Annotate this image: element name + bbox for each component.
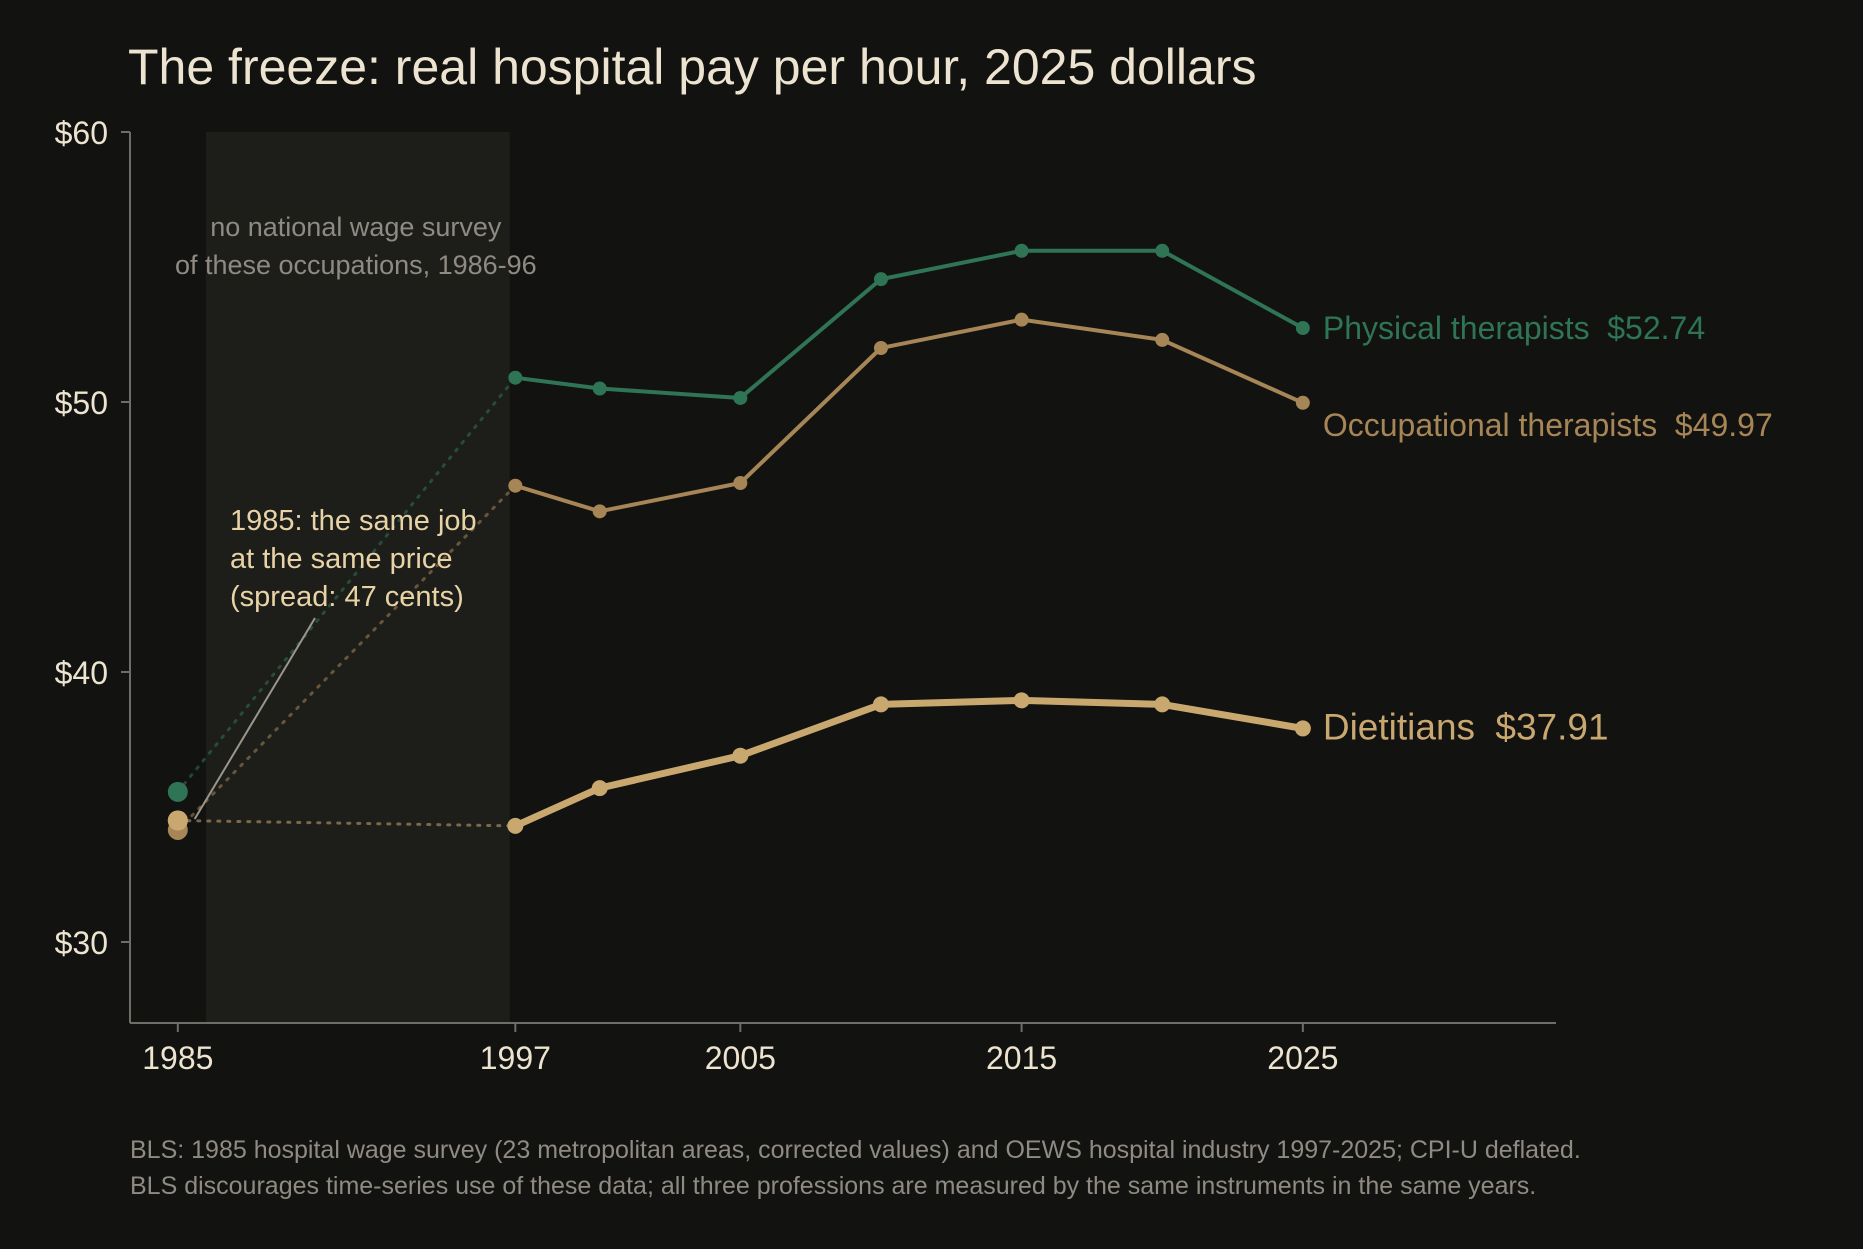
series-layer bbox=[167, 243, 1311, 840]
series-name: Physical therapists bbox=[1323, 310, 1590, 346]
gap-label-line-1: no national wage survey bbox=[210, 212, 502, 242]
gap-label-line-2: of these occupations, 1986-96 bbox=[175, 250, 537, 280]
annotation-layer: 1985: the same job at the same price (spre… bbox=[193, 505, 477, 820]
x-tick-label: 2005 bbox=[705, 1040, 776, 1076]
footnote-line-2: BLS discourages time-series use of these… bbox=[130, 1172, 1537, 1200]
source-footnote: BLS: 1985 hospital wage survey (23 metro… bbox=[130, 1132, 1581, 1204]
x-tick-label: 1997 bbox=[480, 1040, 551, 1076]
chart-title: The freeze: real hospital pay per hour, … bbox=[128, 39, 1257, 95]
y-tick-label: $60 bbox=[55, 115, 108, 151]
series-line bbox=[513, 317, 1305, 514]
gap-connector-layer bbox=[176, 376, 517, 832]
footnote-line-1: BLS: 1985 hospital wage survey (23 metro… bbox=[130, 1136, 1581, 1164]
data-point bbox=[507, 817, 524, 834]
data-point bbox=[873, 272, 888, 287]
series-end-label: Dietitians $37.91 bbox=[1323, 706, 1609, 747]
data-point bbox=[508, 478, 523, 493]
series-end-value: $52.74 bbox=[1607, 310, 1705, 346]
data-point bbox=[1294, 720, 1311, 737]
data-point bbox=[508, 370, 523, 385]
gap-connector bbox=[176, 484, 517, 832]
y-tick-label: $30 bbox=[55, 925, 108, 961]
x-tick-label: 2025 bbox=[1267, 1040, 1338, 1076]
survey-gap-band-layer: no national wage survey of these occupati… bbox=[175, 132, 537, 1023]
data-point bbox=[873, 341, 888, 355]
data-point bbox=[733, 476, 748, 490]
series-end-value: $49.97 bbox=[1675, 407, 1773, 443]
data-point bbox=[1295, 321, 1310, 336]
x-tick-label: 1985 bbox=[142, 1040, 213, 1076]
series-line bbox=[511, 696, 1307, 830]
series-end-value: $37.91 bbox=[1495, 706, 1608, 747]
data-point-1985-front bbox=[167, 810, 188, 831]
series-line bbox=[513, 248, 1305, 400]
annotation-line-1: 1985: the same job bbox=[230, 505, 477, 537]
data-point bbox=[732, 747, 749, 764]
end-label-layer: Physical therapists $52.74 Occupational th… bbox=[1323, 310, 1773, 747]
data-point bbox=[591, 780, 608, 797]
annotation-line-2: at the same price bbox=[230, 543, 452, 575]
data-point bbox=[872, 696, 889, 713]
data-point bbox=[592, 381, 607, 396]
y-tick-label: $40 bbox=[55, 655, 108, 691]
data-point bbox=[733, 390, 748, 405]
data-point bbox=[1014, 312, 1029, 327]
data-point bbox=[1295, 395, 1310, 410]
y-tick-label: $50 bbox=[55, 385, 108, 421]
series-name: Occupational therapists bbox=[1323, 407, 1657, 443]
data-point-1985 bbox=[167, 781, 188, 802]
annotation-line-3: (spread: 47 cents) bbox=[230, 581, 464, 613]
data-point bbox=[592, 504, 607, 519]
axes-layer: $30 $40 $50 $60 1985 1997 2005 2015 2025 bbox=[55, 115, 1556, 1076]
gap-connector bbox=[176, 376, 517, 794]
series-end-label: Physical therapists $52.74 bbox=[1323, 310, 1705, 346]
x-tick-label: 2015 bbox=[986, 1040, 1057, 1076]
gap-connector bbox=[176, 819, 517, 828]
data-point bbox=[1155, 332, 1170, 347]
data-point bbox=[1013, 692, 1030, 709]
survey-gap-band bbox=[205, 132, 510, 1023]
data-point bbox=[1154, 696, 1171, 713]
data-point bbox=[1155, 243, 1170, 258]
series-end-label: Occupational therapists $49.97 bbox=[1323, 407, 1773, 443]
series-name: Dietitians bbox=[1323, 706, 1475, 747]
data-point bbox=[1014, 243, 1029, 258]
annotation-pointer bbox=[193, 617, 316, 820]
